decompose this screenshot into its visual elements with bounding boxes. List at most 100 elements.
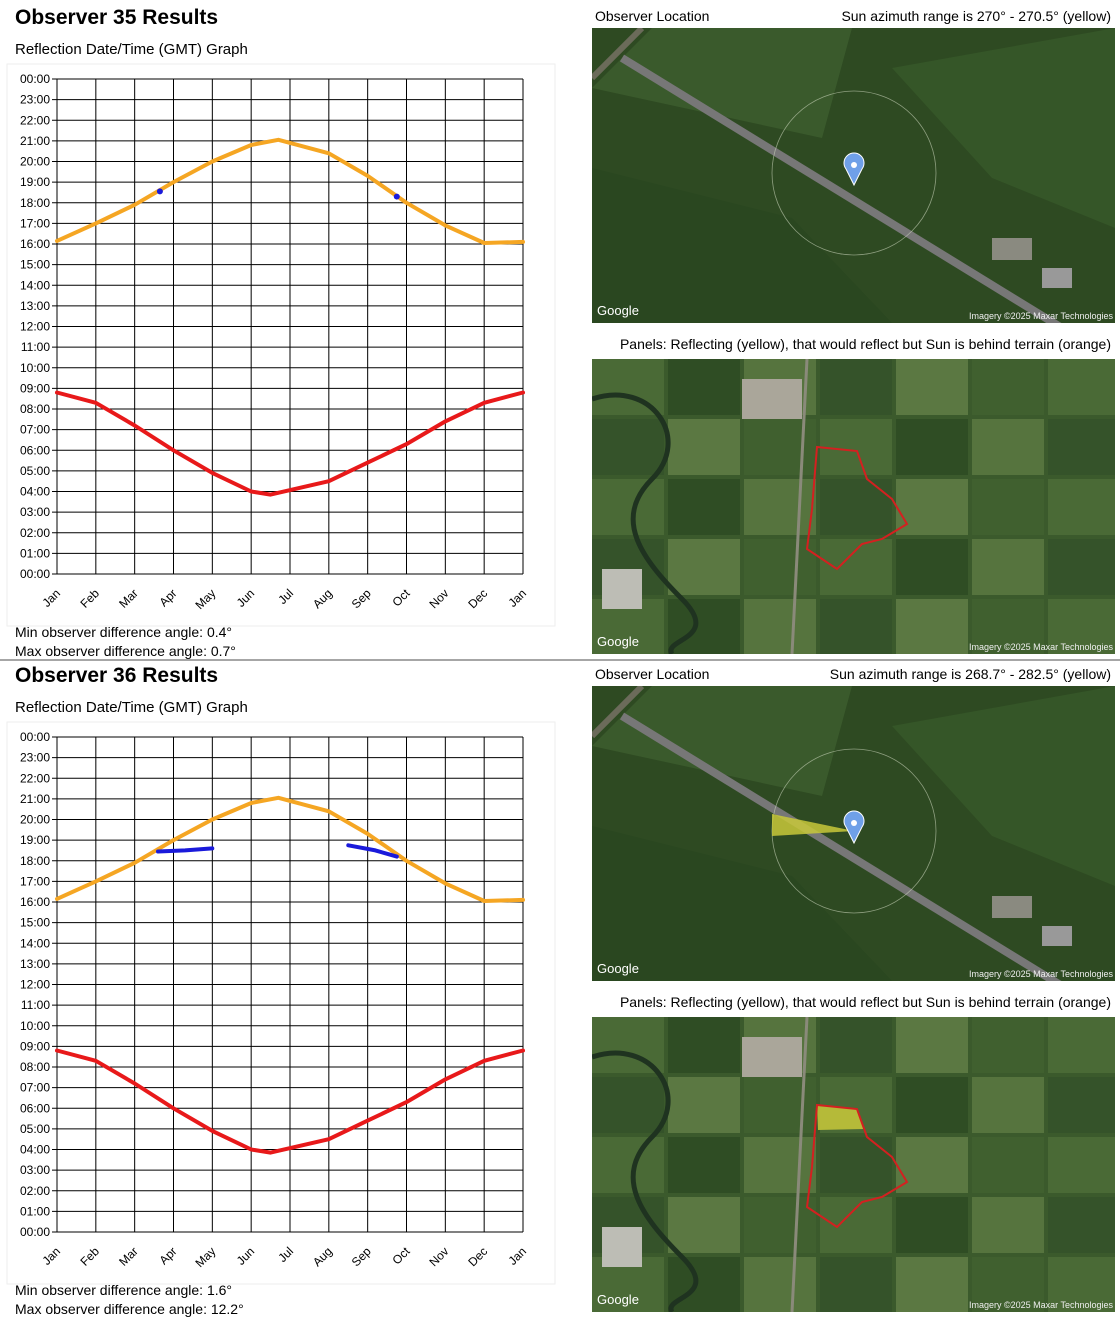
- field: [896, 419, 968, 475]
- y-tick-label: 13:00: [20, 957, 50, 971]
- y-tick-label: 14:00: [20, 936, 50, 950]
- map-attribution: Imagery ©2025 Maxar Technologies: [969, 1300, 1114, 1310]
- report: Observer 35 ResultsReflection Date/Time …: [0, 0, 1120, 1317]
- field: [744, 539, 816, 595]
- field: [820, 1137, 892, 1193]
- y-tick-label: 17:00: [20, 874, 50, 888]
- field: [972, 539, 1044, 595]
- buildings: [742, 379, 802, 419]
- page: Observer 35 ResultsReflection Date/Time …: [0, 0, 1120, 1317]
- y-tick-label: 13:00: [20, 299, 50, 313]
- y-tick-label: 21:00: [20, 792, 50, 806]
- max-angle: Max observer difference angle: 0.7°: [15, 643, 236, 659]
- field: [668, 1077, 740, 1133]
- y-tick-label: 15:00: [20, 258, 50, 272]
- field: [972, 1137, 1044, 1193]
- field: [820, 1257, 892, 1313]
- y-tick-label: 00:00: [20, 1225, 50, 1239]
- map: GoogleImagery ©2025 Maxar Technologies: [592, 686, 1115, 986]
- y-tick-label: 01:00: [20, 1204, 50, 1218]
- field: [668, 539, 740, 595]
- y-tick-label: 16:00: [20, 895, 50, 909]
- field: [744, 1137, 816, 1193]
- panels-label: Panels: Reflecting (yellow), that would …: [620, 994, 1111, 1010]
- y-tick-label: 12:00: [20, 978, 50, 992]
- chart-frame: [7, 64, 555, 626]
- y-tick-label: 19:00: [20, 175, 50, 189]
- y-tick-label: 08:00: [20, 1060, 50, 1074]
- graph-title: Reflection Date/Time (GMT) Graph: [15, 699, 248, 716]
- point: [394, 194, 400, 200]
- y-tick-label: 20:00: [20, 155, 50, 169]
- y-tick-label: 16:00: [20, 237, 50, 251]
- field: [820, 359, 892, 415]
- y-tick-label: 11:00: [21, 340, 50, 354]
- y-tick-label: 01:00: [20, 546, 50, 560]
- field: [668, 1257, 740, 1313]
- y-tick-label: 21:00: [20, 134, 50, 148]
- y-tick-label: 00:00: [20, 730, 50, 744]
- y-tick-label: 10:00: [20, 1019, 50, 1033]
- field: [592, 1077, 664, 1133]
- field: [744, 1257, 816, 1313]
- y-tick-label: 19:00: [20, 833, 50, 847]
- map-attribution: Imagery ©2025 Maxar Technologies: [969, 969, 1114, 979]
- y-tick-label: 07:00: [20, 1081, 50, 1095]
- field: [1048, 1137, 1120, 1193]
- field: [1048, 1077, 1120, 1133]
- field: [972, 419, 1044, 475]
- y-tick-label: 14:00: [20, 278, 50, 292]
- y-tick-label: 06:00: [20, 443, 50, 457]
- field: [972, 359, 1044, 415]
- field: [668, 479, 740, 535]
- field: [592, 1137, 664, 1193]
- field: [1048, 479, 1120, 535]
- field: [896, 479, 968, 535]
- field: [820, 479, 892, 535]
- field: [668, 1017, 740, 1073]
- location-label: Observer Location: [595, 666, 709, 682]
- field: [1048, 539, 1120, 595]
- azimuth-label: Sun azimuth range is 270° - 270.5° (yell…: [841, 8, 1111, 24]
- y-tick-label: 09:00: [20, 1039, 50, 1053]
- field: [592, 419, 664, 475]
- field: [744, 419, 816, 475]
- y-tick-label: 22:00: [20, 771, 50, 785]
- field: [744, 1077, 816, 1133]
- map: GoogleImagery ©2025 Maxar Technologies: [592, 28, 1115, 328]
- field: [896, 359, 968, 415]
- field: [820, 599, 892, 655]
- y-tick-label: 12:00: [20, 320, 50, 334]
- panels-label: Panels: Reflecting (yellow), that would …: [620, 336, 1111, 352]
- map-logo: Google: [597, 634, 639, 649]
- map-logo: Google: [597, 303, 639, 318]
- building: [992, 896, 1032, 918]
- y-tick-label: 15:00: [20, 916, 50, 930]
- marker-dot: [851, 820, 857, 826]
- field: [668, 419, 740, 475]
- field: [972, 1017, 1044, 1073]
- y-tick-label: 03:00: [20, 505, 50, 519]
- field: [972, 1197, 1044, 1253]
- point: [157, 188, 163, 194]
- field: [1048, 419, 1120, 475]
- field: [820, 1017, 892, 1073]
- building: [1042, 268, 1072, 288]
- map-logo: Google: [597, 1292, 639, 1307]
- y-tick-label: 02:00: [20, 526, 50, 540]
- field: [668, 1197, 740, 1253]
- field: [744, 479, 816, 535]
- field: [820, 539, 892, 595]
- buildings: [602, 569, 642, 609]
- y-tick-label: 00:00: [20, 72, 50, 86]
- building: [1042, 926, 1072, 946]
- field: [896, 1137, 968, 1193]
- field: [744, 599, 816, 655]
- marker-dot: [851, 162, 857, 168]
- field: [896, 1197, 968, 1253]
- field: [896, 539, 968, 595]
- y-tick-label: 18:00: [20, 196, 50, 210]
- y-tick-label: 03:00: [20, 1163, 50, 1177]
- y-tick-label: 08:00: [20, 402, 50, 416]
